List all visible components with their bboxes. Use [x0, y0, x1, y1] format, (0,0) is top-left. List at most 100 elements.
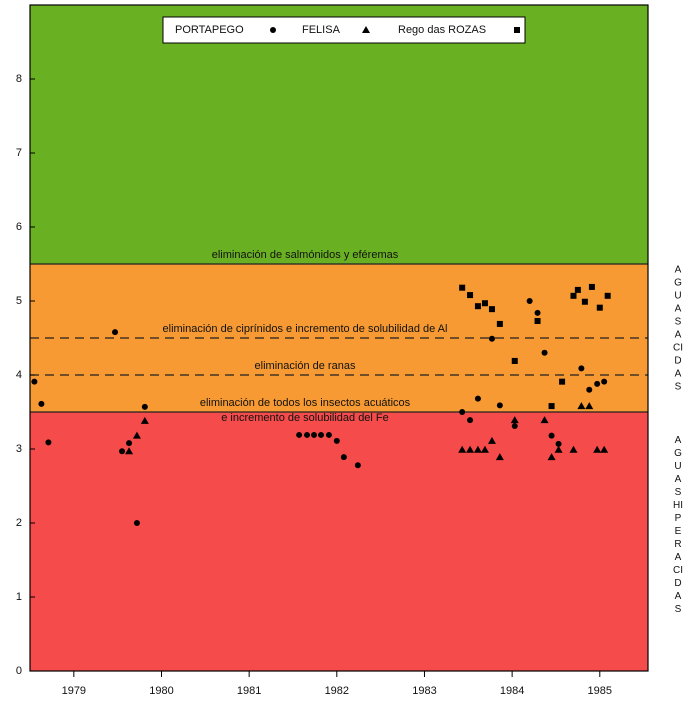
data-point — [480, 445, 489, 453]
y-tick-label: 5 — [16, 295, 22, 307]
side-label-letter: G — [674, 278, 682, 289]
data-point — [495, 453, 504, 461]
data-point — [354, 462, 361, 469]
data-point — [466, 445, 475, 453]
data-point — [132, 431, 141, 439]
side-label-letter: R — [674, 539, 681, 550]
legend-label: PORTAPEGO — [175, 24, 244, 36]
data-point — [467, 417, 474, 424]
y-tick-label: 0 — [16, 665, 22, 677]
data-point — [534, 309, 541, 316]
side-label-letter: D — [674, 356, 681, 367]
data-point — [487, 436, 496, 444]
x-tick-label: 1980 — [149, 685, 173, 697]
data-point — [459, 409, 466, 415]
threshold-label: eliminación de salmónidos y eféremas — [212, 249, 399, 261]
data-point — [474, 303, 481, 310]
x-tick-label: 1979 — [62, 685, 86, 697]
data-point — [570, 292, 577, 299]
data-point — [325, 431, 332, 438]
x-tick-label: 1985 — [588, 685, 612, 697]
data-point — [569, 445, 578, 453]
data-point — [38, 400, 45, 407]
data-point — [311, 431, 318, 438]
data-point — [577, 402, 586, 410]
data-point — [296, 431, 303, 438]
data-point — [526, 298, 533, 304]
legend-label: FELISA — [302, 24, 341, 36]
data-point — [540, 416, 549, 424]
data-point — [574, 286, 581, 293]
data-point — [340, 454, 347, 461]
legend-box — [162, 16, 526, 44]
data-point — [581, 298, 588, 305]
side-label-letter: D — [674, 578, 681, 589]
legend-label: Rego das ROZAS — [398, 24, 486, 36]
threshold-label: eliminación de ranas — [255, 360, 356, 372]
data-point — [594, 380, 601, 387]
side-label-letter: E — [675, 526, 682, 537]
side-label-letter: A — [675, 591, 682, 602]
data-point — [541, 349, 548, 356]
side-label-letter: S — [675, 317, 682, 328]
data-point — [45, 439, 52, 446]
side-label-letter: U — [674, 461, 681, 472]
x-tick-label: 1984 — [500, 685, 524, 697]
side-label-letter: A — [675, 304, 682, 315]
legend-marker — [514, 27, 520, 33]
data-point — [554, 445, 563, 453]
data-point — [586, 386, 593, 393]
side-label-letter: A — [675, 330, 682, 341]
data-point — [304, 431, 311, 438]
data-point — [496, 402, 503, 409]
data-point — [510, 416, 519, 424]
data-point — [496, 320, 503, 327]
data-point — [511, 423, 518, 430]
side-label-letter: S — [675, 382, 682, 393]
data-point — [141, 403, 148, 410]
data-point — [459, 284, 466, 291]
data-point — [126, 440, 133, 447]
data-point — [467, 292, 474, 299]
data-point — [488, 306, 495, 313]
y-tick-label: 7 — [16, 147, 22, 159]
data-point — [458, 445, 467, 453]
y-tick-label: 3 — [16, 443, 22, 455]
data-point — [588, 283, 595, 290]
data-point — [534, 317, 541, 324]
threshold-label: eliminación de ciprínidos e incremento d… — [163, 323, 448, 335]
y-tick-label: 6 — [16, 221, 22, 233]
data-point — [474, 395, 481, 402]
y-tick-label: 8 — [16, 73, 22, 85]
side-label-letter: U — [674, 291, 681, 302]
data-point — [548, 432, 555, 439]
side-label-letter: A — [675, 552, 682, 563]
data-point — [140, 416, 149, 424]
side-label-letter: S — [675, 487, 682, 498]
data-point — [481, 300, 488, 307]
x-tick-label: 1981 — [237, 685, 261, 697]
data-point — [125, 447, 134, 455]
x-tick-label: 1983 — [412, 685, 436, 697]
side-label-letter: A — [675, 369, 682, 380]
data-point — [600, 445, 609, 453]
threshold-label: e incremento de solubilidad del Fe — [221, 412, 389, 424]
data-point — [548, 403, 555, 410]
data-point — [578, 365, 585, 372]
data-point — [119, 448, 126, 455]
data-point — [604, 292, 611, 299]
data-point — [31, 378, 38, 385]
y-tick-label: 2 — [16, 517, 22, 529]
legend-marker — [270, 27, 276, 33]
data-point — [596, 304, 603, 311]
data-point — [473, 445, 482, 453]
data-point — [555, 440, 562, 447]
data-point — [585, 402, 594, 410]
data-point — [488, 335, 495, 342]
side-label-letter: S — [675, 604, 682, 615]
data-point — [601, 378, 608, 385]
side-label-letter: HI — [673, 500, 683, 511]
ph-band — [30, 5, 648, 264]
data-point — [318, 431, 325, 438]
